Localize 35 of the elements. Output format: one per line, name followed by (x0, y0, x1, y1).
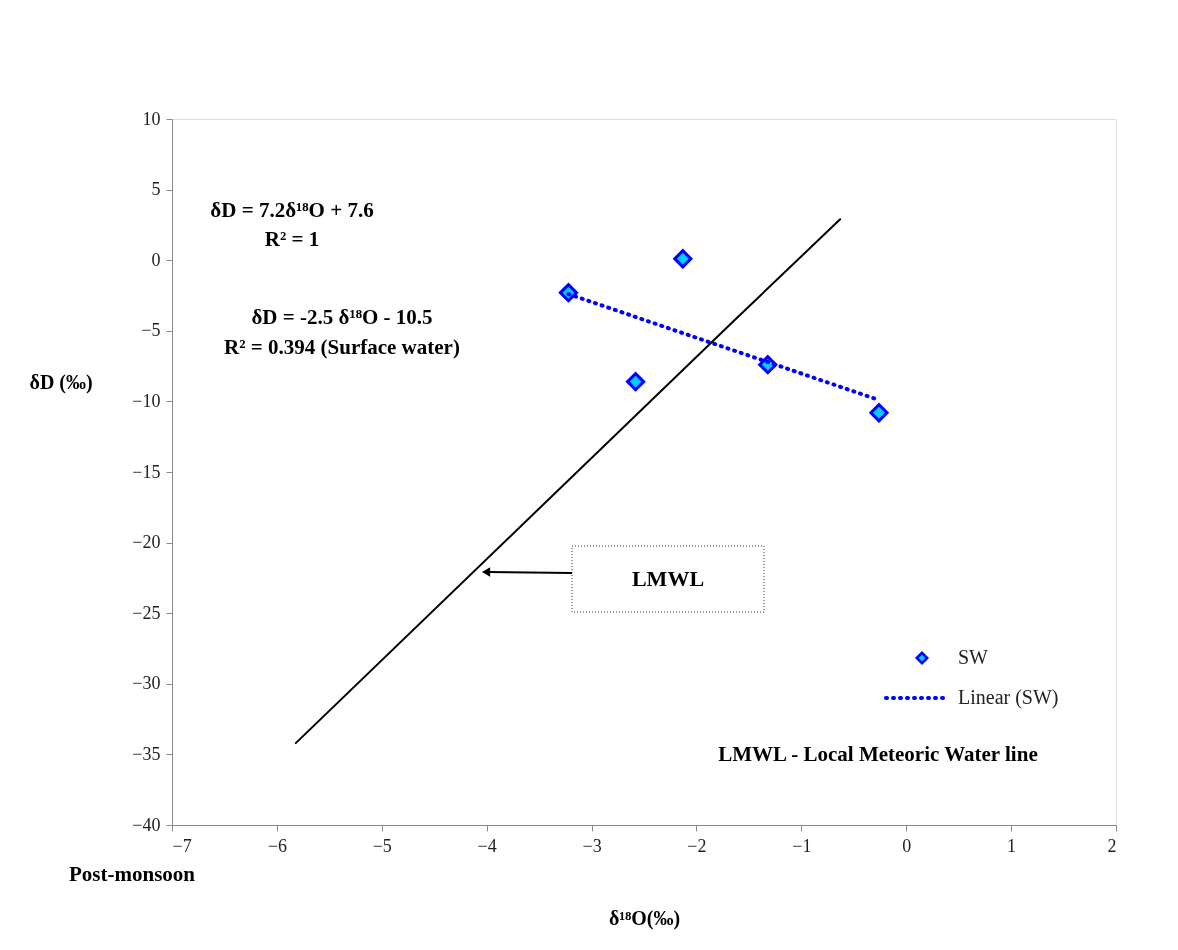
annotation: δD = 7.2δ¹⁸O + 7.6 (210, 198, 374, 222)
x-tick-label: 1 (1007, 835, 1017, 856)
annotation: δD = -2.5 δ¹⁸O - 10.5 (251, 305, 433, 329)
point (673, 249, 693, 269)
y-tick-label: −25 (132, 602, 161, 623)
y-tick-label: 5 (151, 179, 161, 200)
x-tick-label: −6 (267, 835, 287, 856)
legend-label: Linear (SW) (958, 686, 1059, 709)
y-tick-label: −10 (132, 390, 161, 411)
point (626, 372, 646, 392)
y-tick-label: −15 (132, 461, 161, 482)
y-axis-title: δD (‰) (29, 370, 93, 394)
x-tick-label: −1 (792, 835, 812, 856)
x-tick-label: 2 (1107, 835, 1117, 856)
x-tick-label: −2 (687, 835, 707, 856)
y-tick-label: −35 (132, 743, 161, 764)
point (869, 403, 889, 423)
y-tick-label: 0 (151, 249, 161, 270)
x-tick-label: −5 (372, 835, 392, 856)
annotation: R² = 0.394 (Surface water) (224, 335, 460, 359)
x-tick-label: −3 (582, 835, 602, 856)
x-tick-label: −4 (477, 835, 497, 856)
legend-label: SW (958, 646, 989, 668)
text: Post-monsoon (68, 862, 196, 886)
annotation: LMWL - Local Meteoric Water line (718, 742, 1038, 766)
y-tick-label: −40 (132, 814, 161, 835)
x-tick-label: −7 (172, 835, 192, 856)
annotation: R² = 1 (264, 227, 320, 251)
y-tick-label: −5 (141, 320, 161, 341)
x-tick-label: 0 (902, 835, 912, 856)
y-tick-label: 10 (142, 108, 161, 129)
x-axis-title: δ¹⁸O(‰) (608, 906, 681, 930)
y-tick-label: −30 (132, 673, 161, 694)
y-tick-label: −20 (132, 532, 161, 553)
annotation: LMWL (631, 566, 705, 591)
